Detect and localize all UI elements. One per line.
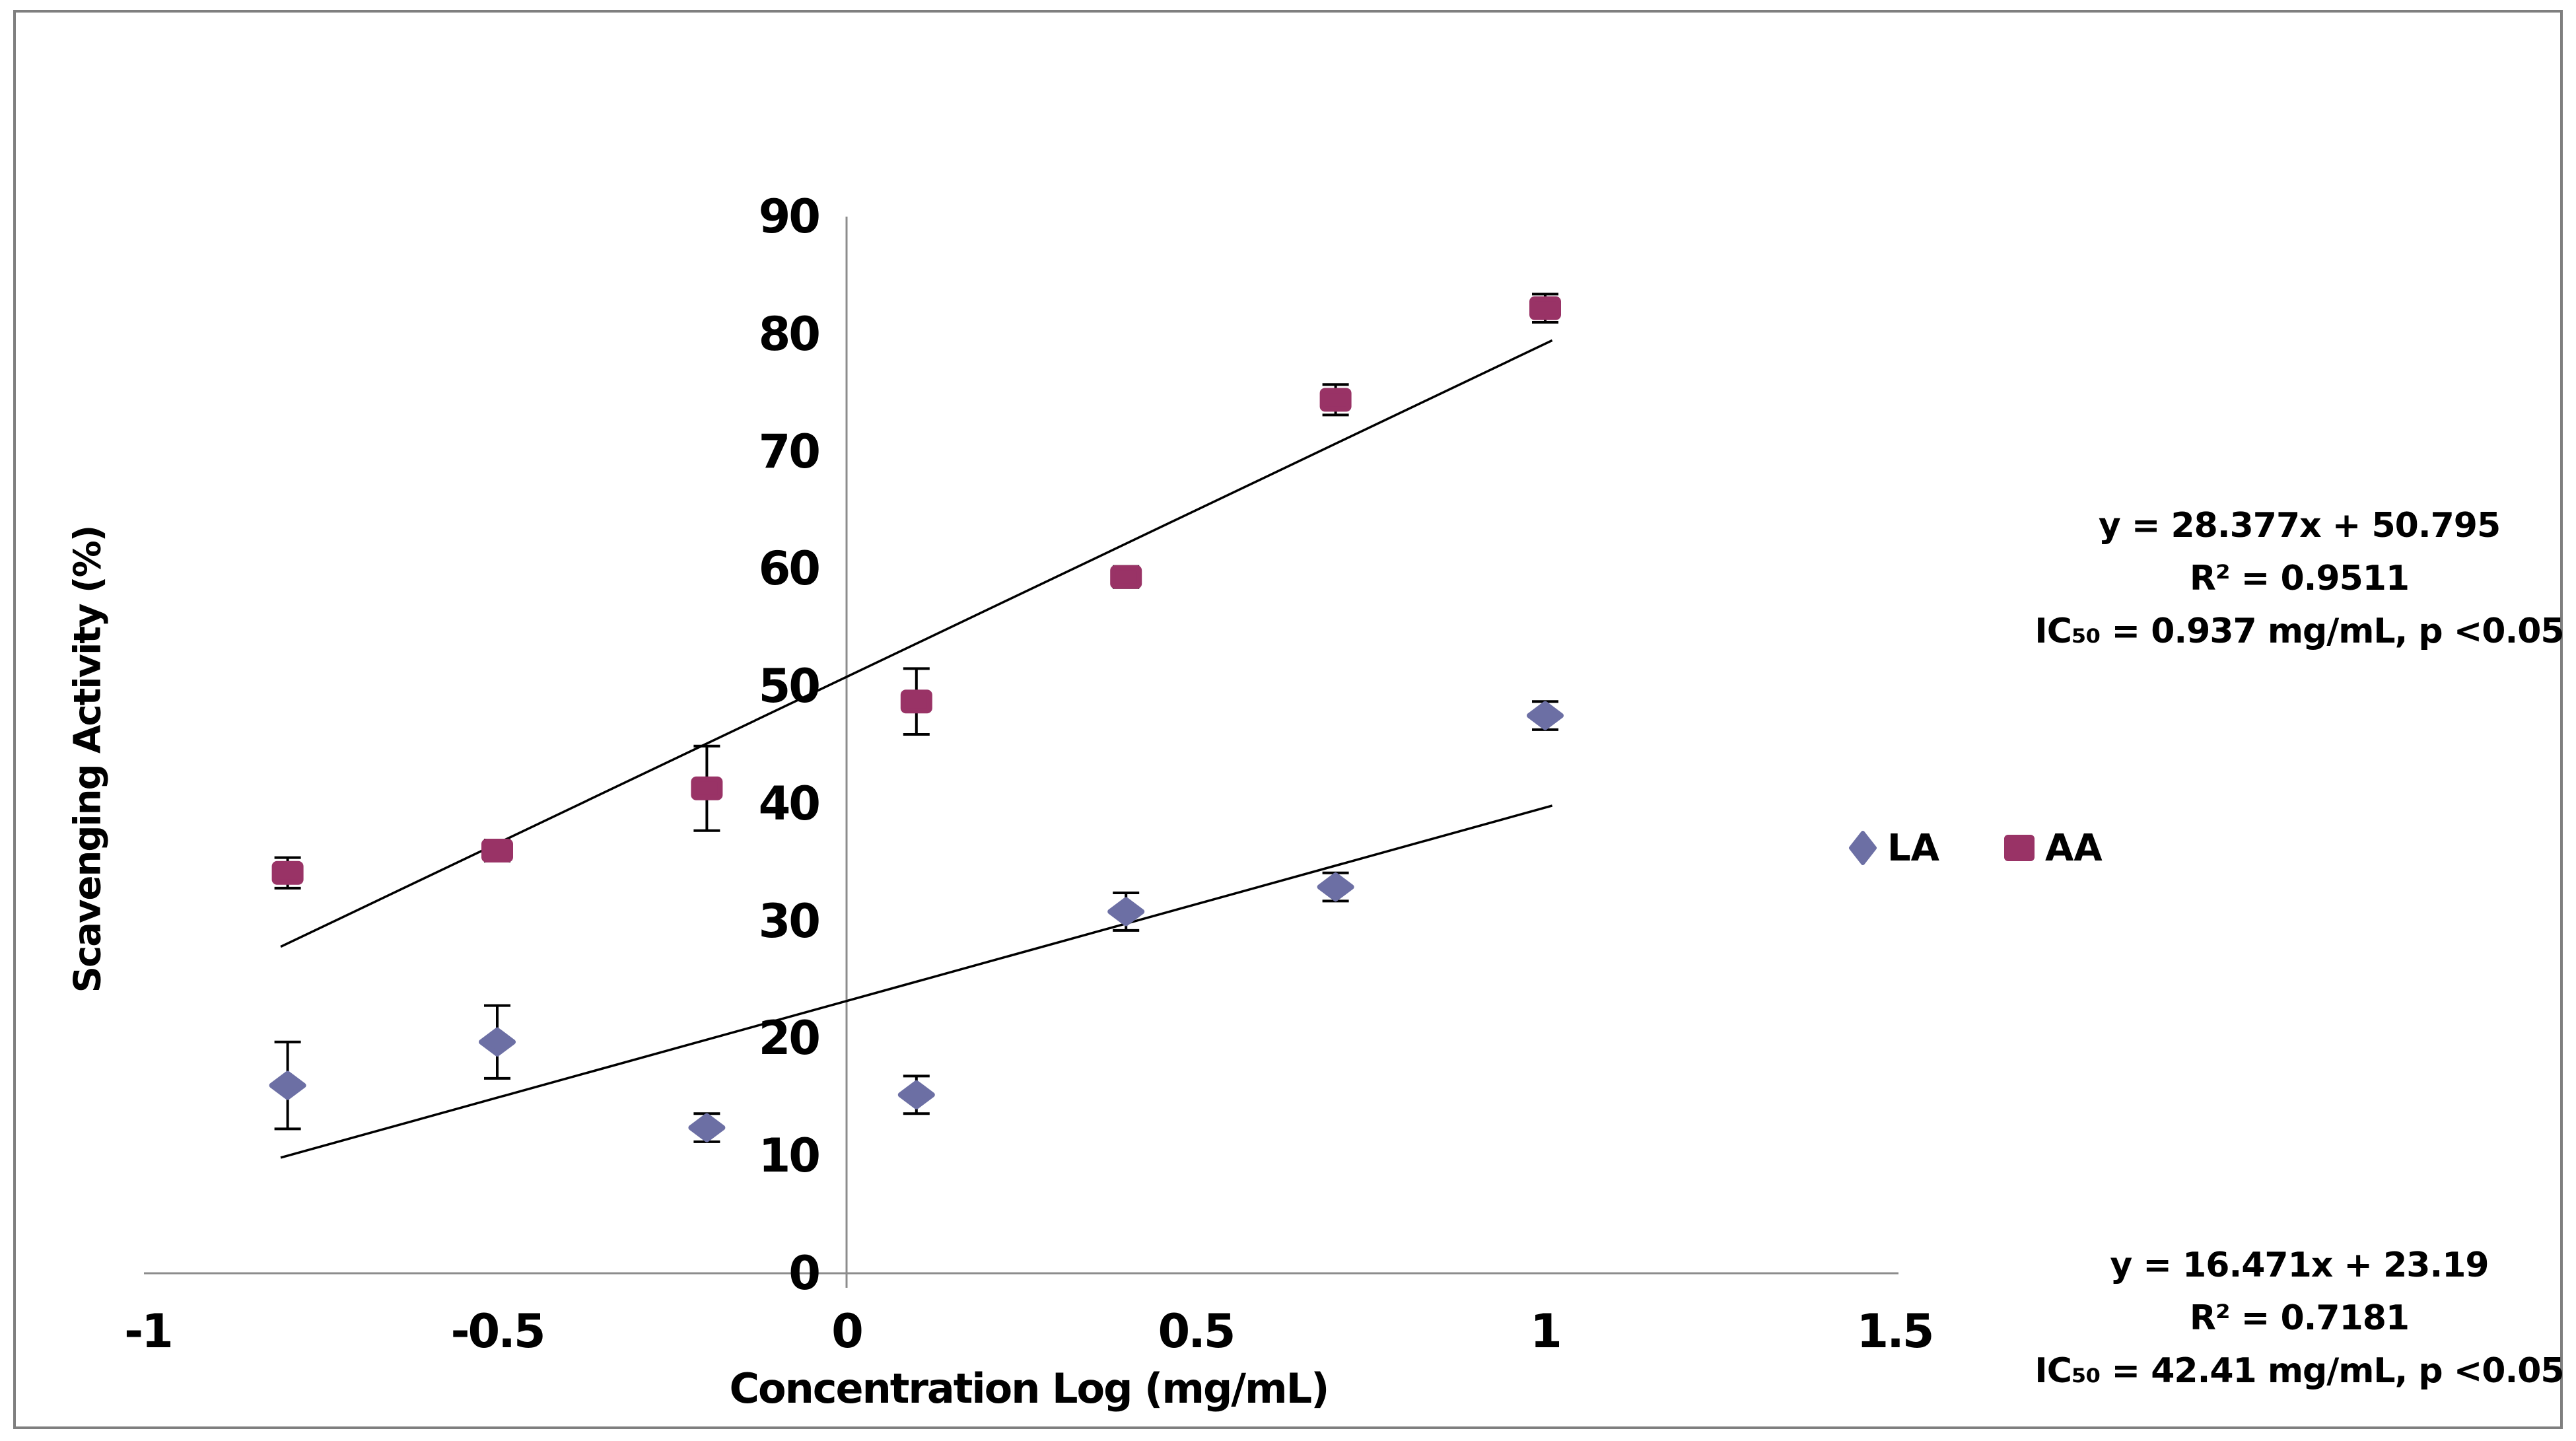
chart-border: [13, 10, 2563, 1429]
aa-point-5: [1319, 388, 1352, 412]
la-point-0: [269, 1071, 306, 1100]
aa-trendline: [280, 339, 1553, 948]
la-r-squared: R² = 0.7181: [2189, 1298, 2410, 1338]
aa-point-2: [691, 776, 723, 800]
la-diamond-icon: [1849, 831, 1877, 865]
aa-point-3: [900, 689, 932, 714]
x-tick--0.5: -0.5: [450, 1304, 545, 1358]
x-axis-title: Concentration Log (mg/mL): [729, 1364, 1330, 1413]
y-tick-60: 60: [758, 542, 821, 596]
x-tick-0.5: 0.5: [1158, 1304, 1236, 1358]
y-tick-30: 30: [758, 894, 821, 948]
la-point-4: [1107, 897, 1145, 927]
y-tick-80: 80: [758, 306, 821, 361]
y-tick-40: 40: [758, 776, 821, 831]
aa-square-icon: [2004, 835, 2035, 861]
la-point-2: [688, 1113, 726, 1142]
x-tick-0: 0: [831, 1304, 864, 1358]
aa-point-1: [481, 838, 513, 862]
la-point-5: [1317, 872, 1354, 902]
x-tick-1: 1: [1530, 1304, 1562, 1358]
y-tick-50: 50: [758, 659, 821, 714]
aa-ic50: IC₅₀ = 0.937 mg/mL, p <0.05: [2035, 612, 2564, 651]
la-equation: y = 16.471x + 23.19: [2110, 1246, 2489, 1285]
aa-equation: y = 28.377x + 50.795: [2098, 506, 2501, 545]
y-tick-10: 10: [758, 1129, 821, 1183]
y-tick-90: 90: [758, 189, 821, 244]
legend-item-aa: AA: [2003, 827, 2103, 870]
la-point-3: [897, 1080, 935, 1109]
legend: LA AA: [1848, 822, 2103, 874]
la-point-1: [479, 1027, 516, 1057]
y-tick-0: 0: [788, 1246, 821, 1300]
aa-r-squared: R² = 0.9511: [2189, 559, 2410, 598]
aa-point-0: [271, 861, 304, 885]
x-tick--1: -1: [124, 1304, 174, 1358]
la-regression-annotation: y = 16.471x + 23.19 R² = 0.7181 IC₅₀ = 4…: [2027, 1239, 2571, 1397]
la-point-6: [1527, 701, 1564, 730]
legend-item-la: LA: [1848, 827, 1939, 870]
x-tick-1.5: 1.5: [1856, 1304, 1934, 1358]
aa-point-6: [1529, 296, 1561, 320]
aa-regression-annotation: y = 28.377x + 50.795 R² = 0.9511 IC₅₀ = …: [2027, 499, 2571, 658]
la-trendline: [280, 804, 1553, 1159]
legend-label-aa: AA: [2045, 826, 2103, 870]
y-axis-title: Scavenging Activity (%): [66, 526, 110, 993]
y-tick-20: 20: [758, 1011, 821, 1066]
legend-label-la: LA: [1887, 826, 1940, 870]
y-tick-70: 70: [758, 424, 821, 479]
aa-point-4: [1110, 565, 1142, 589]
la-ic50: IC₅₀ = 42.41 mg/mL, p <0.05: [2035, 1351, 2564, 1391]
